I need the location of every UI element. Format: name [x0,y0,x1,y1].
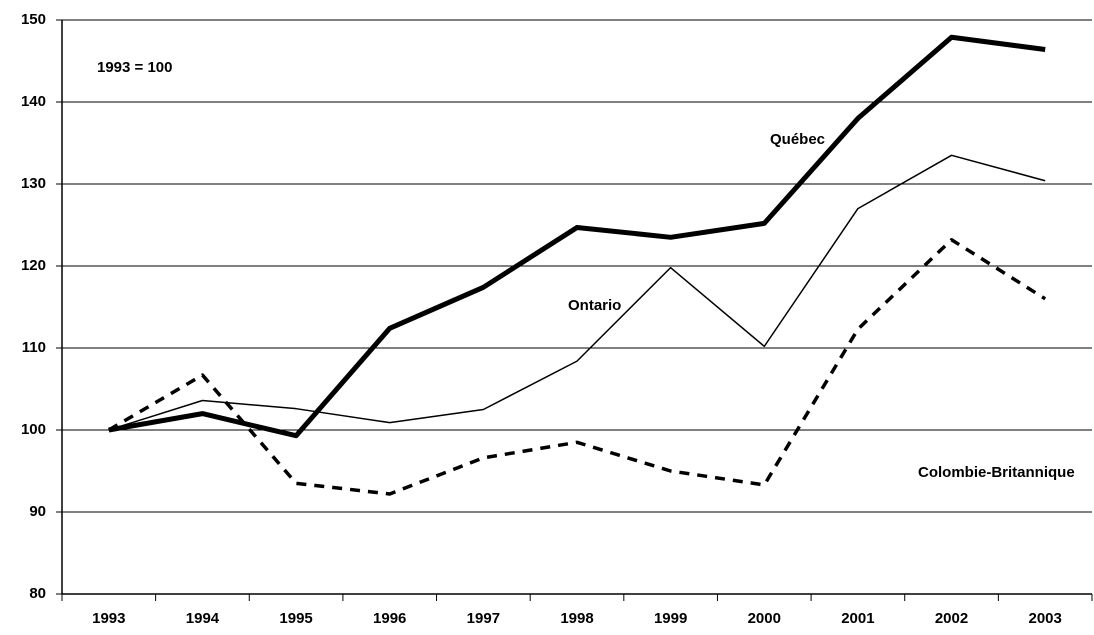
series-line [108,34,1046,439]
y-tick-label: 110 [22,339,46,356]
x-tick-label: 2002 [935,610,968,627]
x-tick-label: 1998 [560,610,593,627]
y-tick-label: 120 [21,257,46,274]
y-tick-label: 140 [21,93,46,110]
y-tick-label: 100 [21,421,46,438]
series-label: Ontario [568,297,621,314]
y-tick-label: 150 [21,11,46,28]
x-tick-label: 1997 [467,610,500,627]
series-label: Québec [770,131,825,148]
annotation: 1993 = 100 [97,59,173,76]
y-tick-label: 90 [29,503,46,520]
x-tick-label: 2000 [748,610,781,627]
x-tick-label: 1999 [654,610,687,627]
series-label: Colombie-Britannique [918,464,1075,481]
series-line [107,238,1047,496]
y-tick-label: 130 [21,175,46,192]
y-tick-label: 80 [29,585,46,602]
x-tick-label: 1996 [373,610,406,627]
x-tick-label: 1995 [279,610,312,627]
x-tick-label: 1994 [186,610,220,627]
x-tick-label: 2003 [1028,610,1061,627]
series-line [108,154,1046,431]
x-tick-label: 1993 [92,610,125,627]
x-tick-label: 2001 [841,610,874,627]
